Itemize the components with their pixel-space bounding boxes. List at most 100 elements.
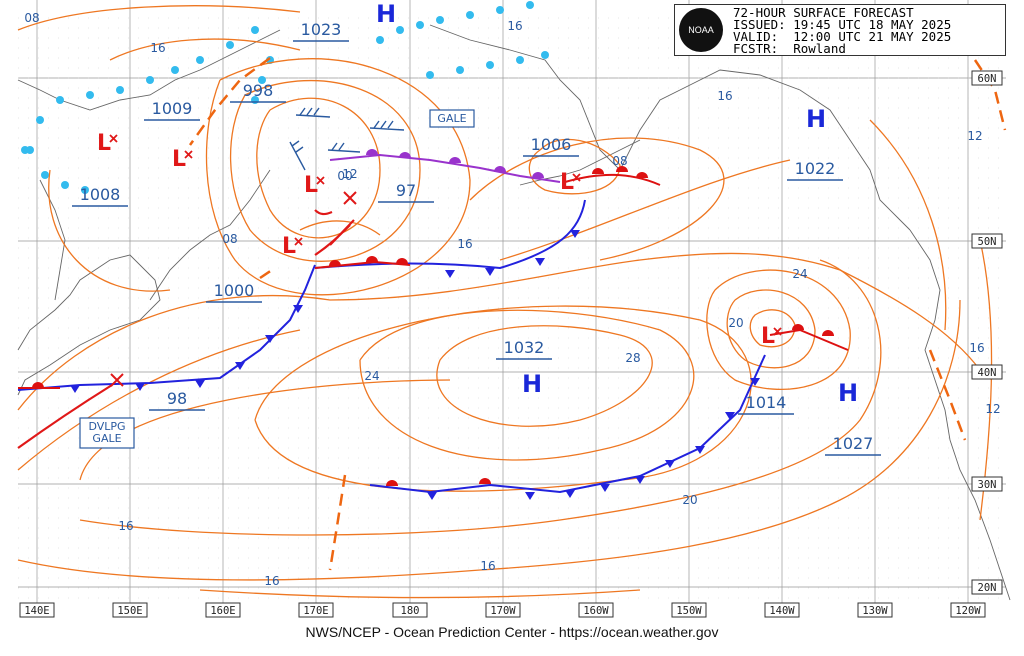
- isobar-value-label: 16: [507, 19, 522, 33]
- warm-front-pip: [386, 480, 398, 486]
- occluded-front: [329, 153, 561, 183]
- cold-front-pip: [665, 460, 675, 468]
- low-center-x-icon: [109, 134, 118, 143]
- cold-front-pip: [750, 378, 760, 386]
- longitude-label-box: [392, 602, 428, 618]
- ice-dot: [56, 96, 64, 104]
- trough: [973, 59, 1007, 131]
- longitude-label-box: [19, 602, 55, 618]
- cold-front-pip: [293, 305, 303, 313]
- wind-barb: [327, 142, 361, 153]
- pressure-center-label: 998: [243, 81, 274, 100]
- latitude-label: 20N: [978, 582, 997, 594]
- low-pressure-symbol: L: [172, 147, 186, 172]
- latitude-label-box: [971, 364, 1003, 380]
- isobar: [199, 589, 641, 599]
- coast-japan: [17, 254, 161, 396]
- cold-front: [17, 264, 316, 391]
- isobar-value-label: 16: [264, 574, 279, 588]
- gale-warning-box-text: GALE: [437, 112, 466, 125]
- isobar: [48, 169, 171, 292]
- occluded-front-pip: [494, 166, 506, 172]
- ice-dot: [26, 146, 34, 154]
- isobar: [528, 138, 621, 195]
- occluded-front-pip: [399, 152, 411, 158]
- trough: [188, 56, 271, 146]
- noaa-logo-text: NOAA: [688, 25, 714, 35]
- isobar-value-label: 20: [728, 316, 743, 330]
- isobar: [109, 38, 301, 61]
- longitude-label: 140W: [769, 605, 795, 617]
- ice-dot: [426, 71, 434, 79]
- gale-warning-box: [429, 109, 475, 128]
- coast-canada-us: [909, 229, 1011, 601]
- ice-dot: [466, 11, 474, 19]
- longitude-label: 140E: [24, 605, 49, 617]
- longitude-label: 160E: [210, 605, 235, 617]
- fronts: [17, 149, 849, 500]
- longitude-label: 150W: [676, 605, 702, 617]
- track-arrow: [17, 384, 113, 449]
- isobar-value-label: 16: [969, 341, 984, 355]
- ice-dot: [416, 21, 424, 29]
- coast-alaska: [429, 24, 911, 231]
- low-pressure-symbol: L: [304, 173, 318, 198]
- warm-front-pip: [616, 166, 628, 172]
- warm-front-pip: [822, 330, 834, 336]
- cold-front-pip: [695, 446, 705, 454]
- longitude-label: 170E: [303, 605, 328, 617]
- longitude-label-box: [578, 602, 614, 618]
- ice-dot: [258, 76, 266, 84]
- cold-front-pip: [525, 492, 535, 500]
- isobar-value-label: 16: [457, 237, 472, 251]
- ice-dot: [81, 186, 89, 194]
- low-center-x-icon: [316, 176, 325, 185]
- isobar-value-label: 12: [985, 402, 1000, 416]
- latitude-label-box: [971, 233, 1003, 249]
- isobar-value-label: 12: [342, 167, 357, 181]
- isobar: [79, 379, 451, 481]
- isobar: [17, 5, 301, 31]
- low-center-x-icon: [572, 173, 581, 182]
- ice-dot: [146, 76, 154, 84]
- isobar-value-label: 08: [24, 11, 39, 25]
- latitude-label-box: [971, 476, 1003, 492]
- pressure-center-label: 98: [167, 389, 187, 408]
- axis-labels: 140E 150E 160E 170E 180 170W 160W 150W 140W 130W 1…: [19, 70, 1003, 618]
- ice-dot: [396, 26, 404, 34]
- ice-dot: [496, 6, 504, 14]
- future-low-x-icon: [110, 373, 124, 387]
- isobar-value-label: 16: [717, 89, 732, 103]
- low-center-x-icon: [773, 327, 782, 336]
- warm-front-pip: [366, 256, 378, 262]
- latitude-label-box: [971, 579, 1003, 595]
- wind-barb: [295, 107, 331, 118]
- isobar: [436, 325, 653, 427]
- isobar-value-label: 08: [222, 232, 237, 246]
- ice-dot: [86, 91, 94, 99]
- high-pressure-symbol: H: [376, 0, 396, 28]
- map-labels: 1023 1009 998 1008 97 1006 1000 1022 1032 98 1014 1…: [24, 0, 1000, 588]
- longitude-label: 160W: [583, 605, 609, 617]
- isobar-value-label: 24: [364, 369, 379, 383]
- longitude-label: 150E: [117, 605, 142, 617]
- warm-front-pip: [329, 260, 341, 266]
- developing-gale-box-text: GALE: [92, 432, 121, 445]
- track-arrow: [329, 219, 355, 246]
- longitude-label-box: [671, 602, 707, 618]
- ice-dot: [486, 61, 494, 69]
- isobar: [469, 137, 725, 261]
- trough: [328, 474, 347, 571]
- longitude-label-box: [764, 602, 800, 618]
- isobar-value-label: 12: [967, 129, 982, 143]
- track-arrow: [314, 209, 333, 216]
- forecaster: FCSTR: Rowland: [733, 41, 846, 56]
- ice-dot: [116, 86, 124, 94]
- trough: [928, 349, 967, 441]
- isobar: [299, 220, 381, 236]
- warm-front-pip: [479, 478, 491, 484]
- isobar: [256, 97, 381, 239]
- cold-front-pip: [725, 412, 735, 420]
- coastlines: [17, 24, 1011, 601]
